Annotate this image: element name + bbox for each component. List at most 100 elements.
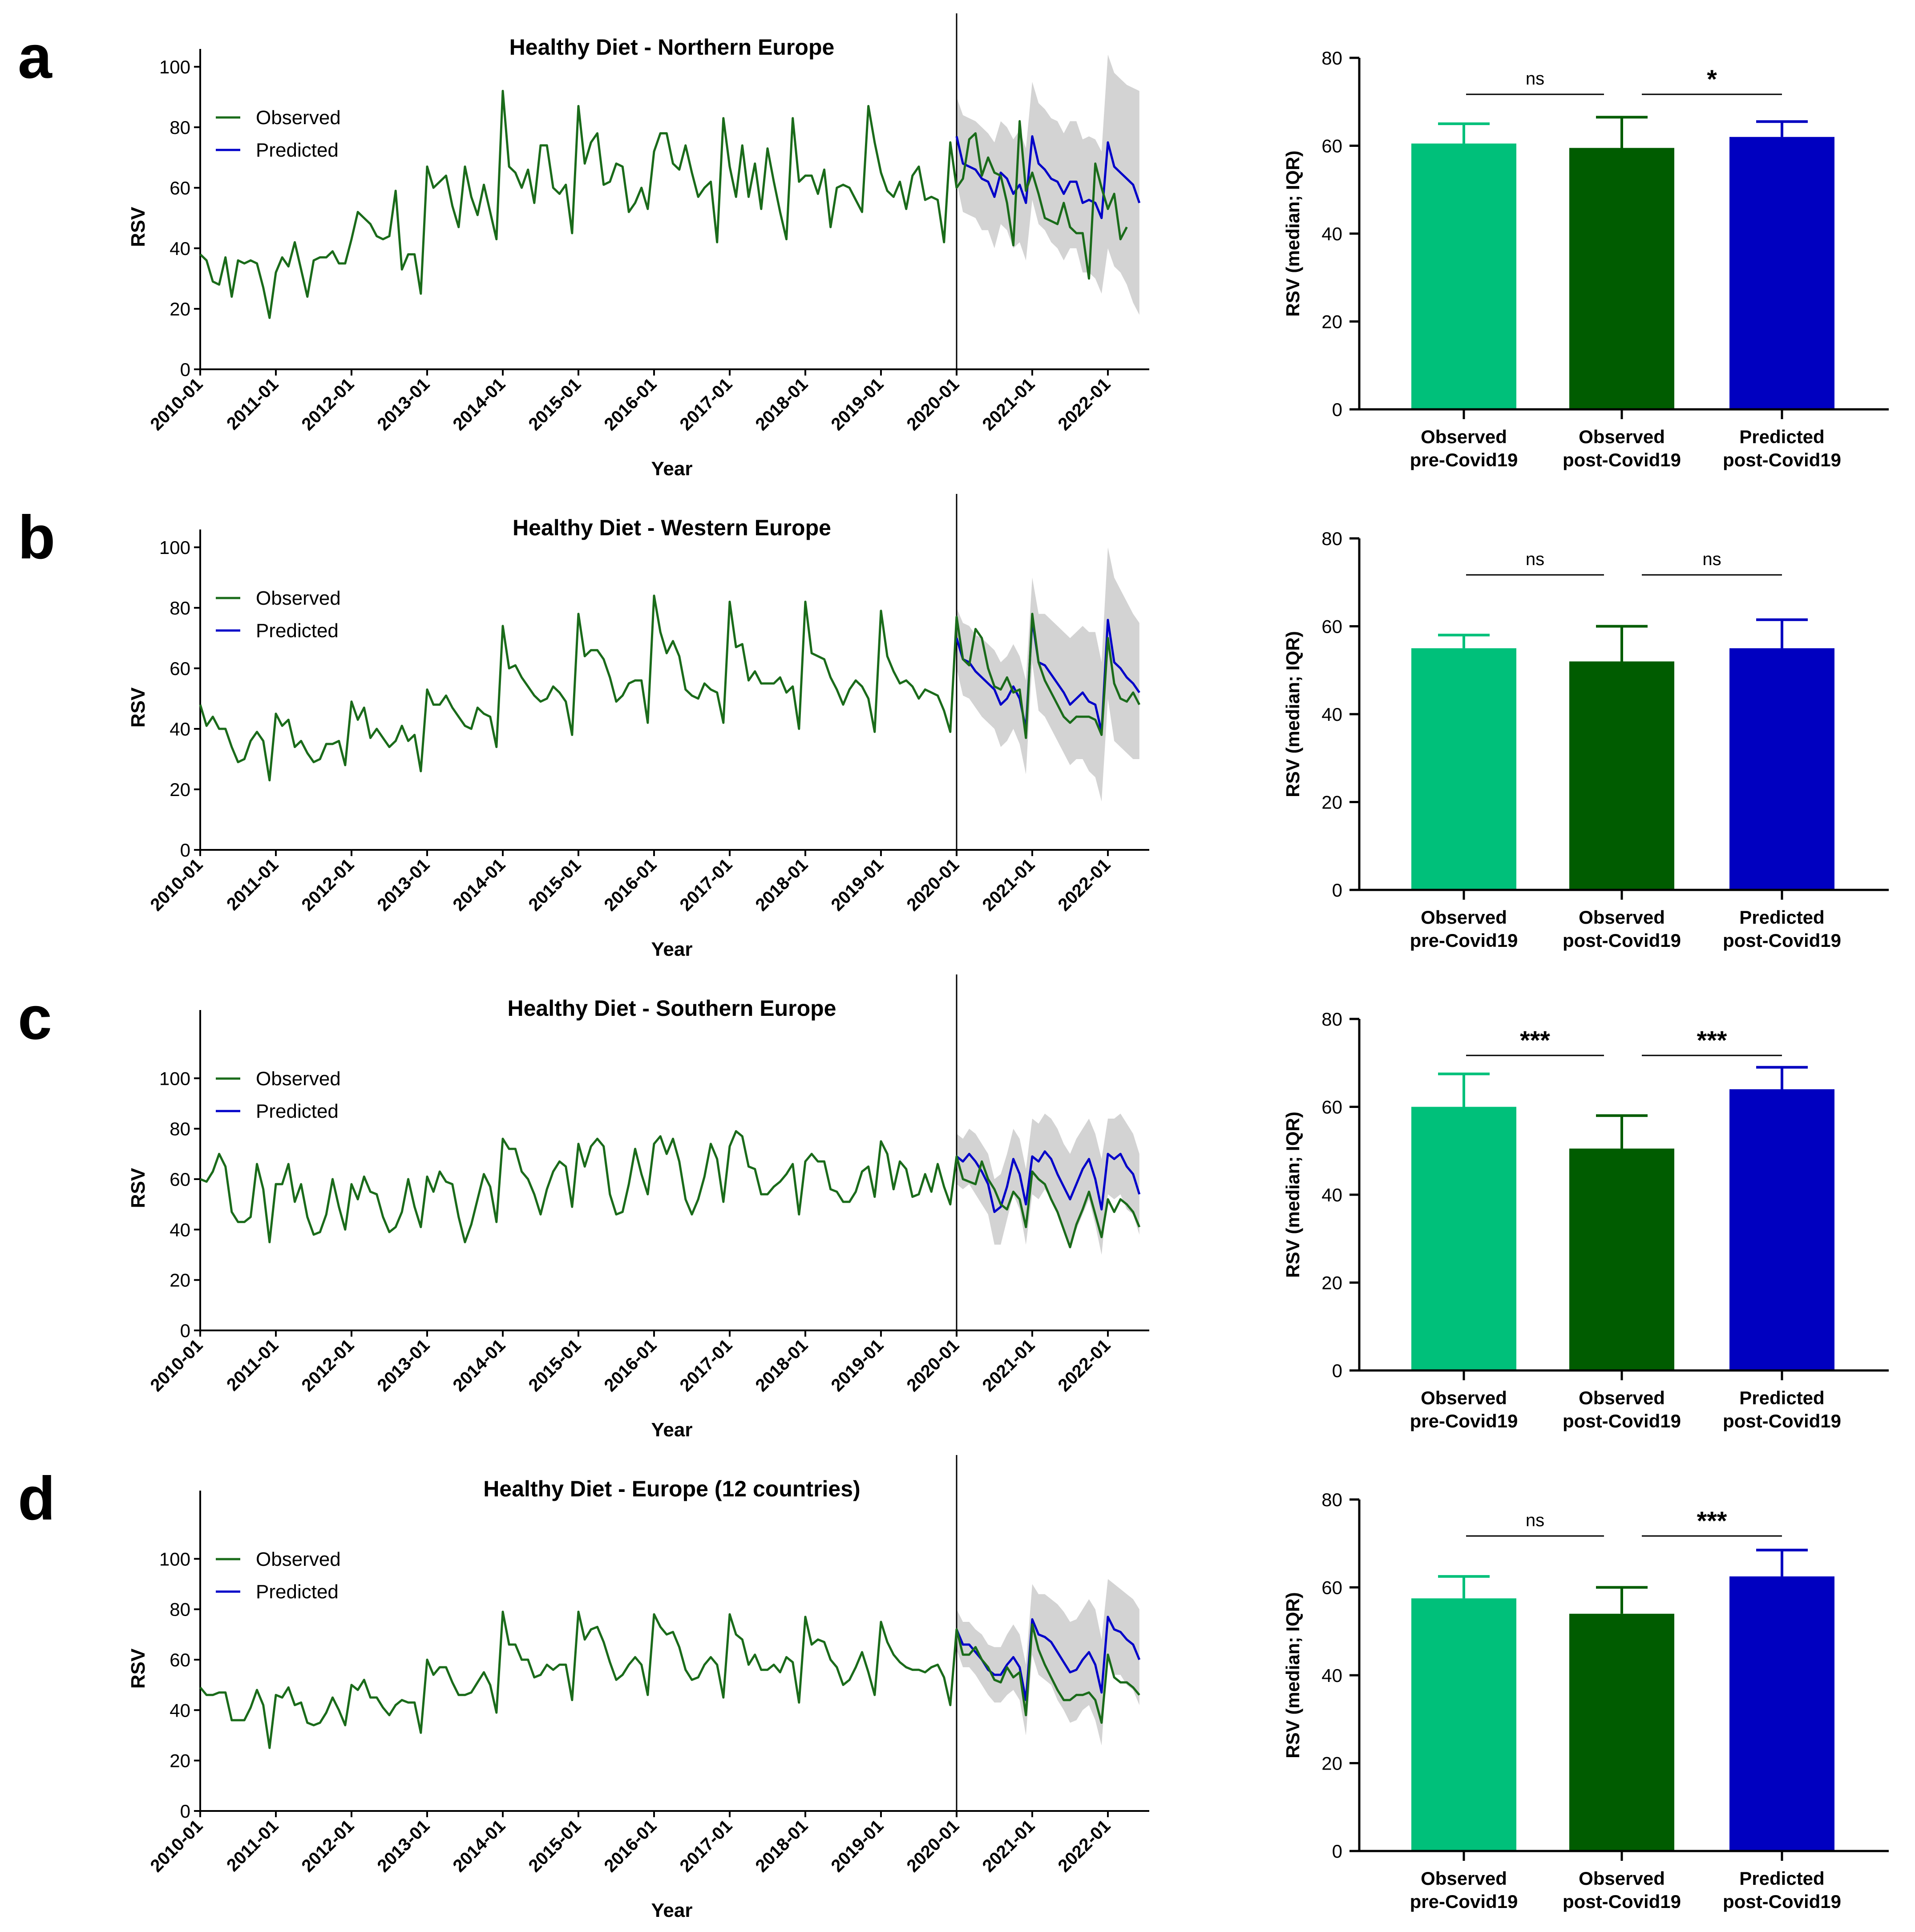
x-tick-label: 2016-01 (600, 1335, 660, 1395)
line-chart-b: Healthy Diet - Western Europe 0 20 40 60 80 10… (127, 494, 1149, 960)
y-tick-label: 0 (180, 840, 190, 861)
significance-label: ns (1526, 69, 1544, 89)
y-axis-label: RSV (127, 687, 149, 728)
x-tick-label: 2016-01 (600, 374, 660, 434)
bar-y-tick-label: 20 (1321, 311, 1342, 332)
x-tick-label: 2016-01 (600, 855, 660, 915)
x-tick-label: 2011-01 (223, 1816, 282, 1875)
y-tick-label: 80 (170, 1119, 190, 1140)
x-tick-label: 2020-01 (903, 855, 963, 915)
bar-category-label-line1: Observed (1421, 426, 1507, 447)
x-axis-label: Year (651, 1419, 693, 1441)
legend-observed-label: Observed (256, 1548, 341, 1570)
significance-label: * (1707, 65, 1717, 94)
bar-y-tick-label: 80 (1321, 528, 1342, 549)
bar-category-label-line1: Predicted (1739, 907, 1824, 928)
bar-category-label-line2: post-Covid19 (1563, 449, 1681, 470)
observed-pre-covid-bar (1411, 648, 1516, 890)
bar-category-label-line2: post-Covid19 (1723, 1411, 1841, 1431)
y-tick-label: 100 (159, 537, 190, 558)
x-tick-label: 2014-01 (449, 374, 509, 434)
bar-y-tick-label: 60 (1321, 1097, 1342, 1118)
bar-chart-a: 020406080Observedpre-Covid19Observedpost… (1282, 48, 1889, 470)
line-chart-title: Healthy Diet - Southern Europe (508, 996, 836, 1021)
x-axis-label: Year (651, 1900, 693, 1921)
x-tick-label: 2021-01 (978, 1335, 1038, 1395)
x-tick-label: 2012-01 (298, 1335, 358, 1395)
x-tick-label: 2010-01 (146, 1816, 206, 1876)
y-tick-label: 40 (170, 1219, 190, 1240)
x-tick-label: 2020-01 (903, 1816, 963, 1876)
bar-y-tick-label: 0 (1332, 1360, 1342, 1381)
x-tick-label: 2015-01 (525, 374, 585, 434)
bar-category-label-line2: pre-Covid19 (1410, 1411, 1518, 1431)
x-tick-label: 2013-01 (373, 374, 433, 434)
x-tick-label: 2017-01 (676, 1335, 736, 1395)
panel-letter-a: a (18, 23, 53, 91)
observed-pre-covid-bar (1411, 143, 1516, 409)
significance-label: *** (1697, 1507, 1727, 1536)
x-tick-label: 2015-01 (525, 1335, 585, 1395)
observed-pre-covid-bar (1411, 1107, 1516, 1370)
bar-category-label-line2: pre-Covid19 (1410, 930, 1518, 951)
y-tick-label: 40 (170, 1700, 190, 1721)
bar-category-label-line1: Observed (1579, 907, 1665, 928)
bar-y-tick-label: 60 (1321, 616, 1342, 637)
x-tick-label: 2014-01 (449, 1335, 509, 1395)
y-tick-label: 40 (170, 238, 190, 259)
legend-predicted-label: Predicted (256, 1100, 339, 1122)
x-axis-label: Year (651, 458, 693, 480)
significance-label: ns (1702, 550, 1721, 569)
x-tick-label: 2021-01 (978, 374, 1038, 434)
x-tick-label: 2021-01 (978, 855, 1038, 915)
prediction-interval-band (957, 1579, 1139, 1746)
line-chart-title: Healthy Diet - Northern Europe (509, 35, 835, 60)
legend-predicted-label: Predicted (256, 620, 339, 642)
bar-y-tick-label: 20 (1321, 1273, 1342, 1293)
y-axis-label: RSV (127, 206, 149, 247)
y-tick-label: 0 (180, 1801, 190, 1822)
significance-label: ns (1526, 1511, 1544, 1530)
x-tick-label: 2017-01 (676, 1816, 736, 1876)
y-tick-label: 100 (159, 57, 190, 77)
observed-post-covid-bar (1569, 148, 1674, 409)
bar-y-tick-label: 60 (1321, 136, 1342, 157)
bar-y-axis-label: RSV (median; IQR) (1282, 150, 1303, 316)
predicted-post-covid-bar (1729, 1576, 1834, 1851)
y-tick-label: 80 (170, 1599, 190, 1620)
bar-category-label-line2: post-Covid19 (1723, 449, 1841, 470)
y-tick-label: 20 (170, 1750, 190, 1771)
bar-y-tick-label: 0 (1332, 399, 1342, 420)
bar-y-tick-label: 0 (1332, 1841, 1342, 1862)
y-tick-label: 80 (170, 117, 190, 138)
prediction-interval-band (957, 547, 1139, 802)
bar-category-label-line1: Observed (1421, 1387, 1507, 1408)
predicted-series-line (955, 618, 1140, 733)
y-tick-label: 0 (180, 359, 190, 380)
x-tick-label: 2013-01 (373, 1335, 433, 1395)
bar-y-tick-label: 60 (1321, 1577, 1342, 1598)
bar-y-axis-label: RSV (median; IQR) (1282, 1112, 1303, 1277)
bar-y-tick-label: 80 (1321, 1009, 1342, 1030)
y-tick-label: 0 (180, 1320, 190, 1341)
x-tick-label: 2012-01 (298, 374, 358, 434)
y-tick-label: 20 (170, 779, 190, 800)
y-tick-label: 40 (170, 719, 190, 740)
x-tick-label: 2012-01 (298, 1816, 358, 1876)
predicted-series-line (955, 1616, 1141, 1702)
line-chart-title: Healthy Diet - Western Europe (513, 515, 831, 540)
legend-observed-label: Observed (256, 587, 341, 609)
panel-letter-c: c (18, 984, 52, 1052)
bar-category-label-line2: pre-Covid19 (1410, 449, 1518, 470)
x-tick-label: 2018-01 (751, 855, 812, 915)
x-tick-label: 2010-01 (146, 855, 206, 915)
legend-predicted-label: Predicted (256, 139, 339, 161)
panel-letter-b: b (18, 503, 55, 572)
prediction-interval-band (957, 54, 1139, 315)
y-tick-label: 20 (170, 1270, 190, 1291)
x-tick-label: 2022-01 (1054, 855, 1114, 915)
x-axis-label: Year (651, 938, 693, 960)
bar-y-tick-label: 40 (1321, 223, 1342, 244)
y-tick-label: 60 (170, 1649, 190, 1670)
